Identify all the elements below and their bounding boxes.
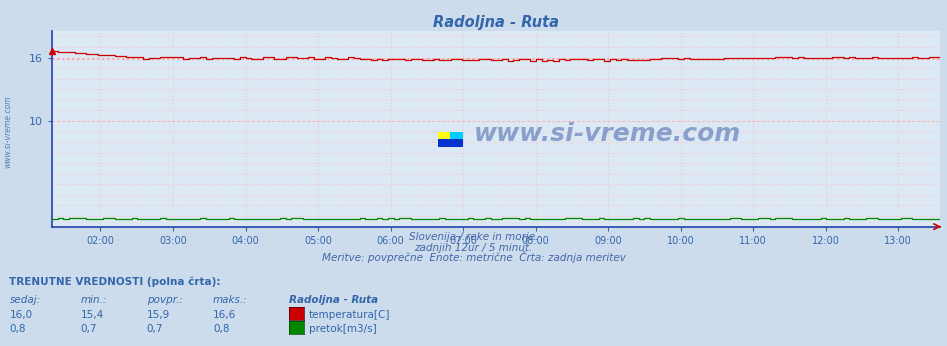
Text: 16,0: 16,0 <box>9 310 32 320</box>
Text: 15,4: 15,4 <box>80 310 104 320</box>
Text: min.:: min.: <box>80 295 107 305</box>
Bar <box>438 131 451 139</box>
Text: Radoljna - Ruta: Radoljna - Ruta <box>289 295 378 305</box>
Title: Radoljna - Ruta: Radoljna - Ruta <box>433 15 560 30</box>
Text: 15,9: 15,9 <box>147 310 170 320</box>
Text: 0,7: 0,7 <box>80 324 97 334</box>
Text: maks.:: maks.: <box>213 295 248 305</box>
Text: pretok[m3/s]: pretok[m3/s] <box>309 324 377 334</box>
Text: sedaj:: sedaj: <box>9 295 41 305</box>
Text: 16,6: 16,6 <box>213 310 237 320</box>
Bar <box>451 131 463 139</box>
Text: Slovenija / reke in morje.: Slovenija / reke in morje. <box>409 233 538 243</box>
Text: 0,8: 0,8 <box>9 324 26 334</box>
Text: 0,7: 0,7 <box>147 324 163 334</box>
Text: temperatura[C]: temperatura[C] <box>309 310 390 320</box>
Text: zadnjih 12ur / 5 minut.: zadnjih 12ur / 5 minut. <box>415 243 532 253</box>
Text: Meritve: povprečne  Enote: metrične  Črta: zadnja meritev: Meritve: povprečne Enote: metrične Črta:… <box>322 251 625 263</box>
Text: www.si-vreme.com: www.si-vreme.com <box>474 122 742 146</box>
Text: www.si-vreme.com: www.si-vreme.com <box>3 95 12 168</box>
Text: 0,8: 0,8 <box>213 324 229 334</box>
Text: povpr.:: povpr.: <box>147 295 183 305</box>
Text: TRENUTNE VREDNOSTI (polna črta):: TRENUTNE VREDNOSTI (polna črta): <box>9 277 221 288</box>
Bar <box>438 139 463 147</box>
